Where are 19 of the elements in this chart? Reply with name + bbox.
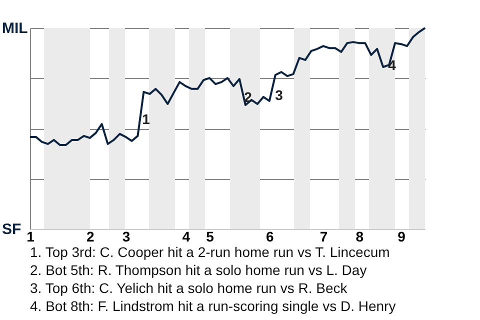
x-tick-label: 8 xyxy=(356,228,364,244)
x-tick-label: 2 xyxy=(86,228,94,244)
annotation: 4 xyxy=(388,57,396,73)
x-tick-label: 9 xyxy=(398,228,406,244)
annotation: 1 xyxy=(142,111,150,127)
text: 4. Bot 8th: F. Lindstrom hit a run-scoring single vs D. Henry xyxy=(30,298,396,314)
x-tick-label: 6 xyxy=(266,228,274,244)
text: SF xyxy=(2,221,22,238)
text: MIL xyxy=(2,20,28,37)
text: 3. Top 6th: C. Yelich hit a solo home run vs R. Beck xyxy=(30,280,348,296)
annotation: 2 xyxy=(244,89,252,105)
text: 1. Top 3rd: C. Cooper hit a 2-run home run vs T. Lincecum xyxy=(30,244,390,260)
text: 2. Bot 5th: R. Thompson hit a solo home run vs L. Day xyxy=(30,262,367,278)
annotation: 3 xyxy=(275,87,284,103)
x-tick-label: 3 xyxy=(122,228,130,244)
x-tick-label: 4 xyxy=(182,228,190,244)
x-tick-label: 5 xyxy=(206,228,214,244)
x-tick-label: 7 xyxy=(320,228,328,244)
x-tick-label: 1 xyxy=(26,228,35,244)
